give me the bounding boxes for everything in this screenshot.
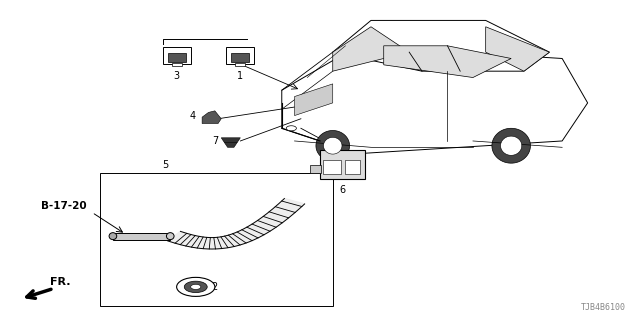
- Polygon shape: [221, 138, 241, 142]
- Bar: [100, 173, 333, 306]
- Bar: [323, 160, 341, 174]
- Ellipse shape: [109, 233, 116, 240]
- Bar: [168, 53, 186, 62]
- Bar: [232, 53, 249, 62]
- Circle shape: [184, 281, 207, 292]
- Polygon shape: [333, 27, 409, 71]
- Polygon shape: [294, 84, 333, 116]
- Bar: [227, 47, 254, 64]
- Text: B-17-20: B-17-20: [41, 201, 86, 211]
- Text: 4: 4: [189, 111, 196, 121]
- Bar: [113, 233, 170, 240]
- Bar: [320, 150, 365, 179]
- Bar: [236, 63, 246, 67]
- Text: 1: 1: [237, 71, 243, 81]
- Polygon shape: [323, 137, 342, 154]
- Text: 2: 2: [212, 282, 218, 292]
- Bar: [172, 63, 182, 67]
- Polygon shape: [486, 27, 549, 71]
- Polygon shape: [492, 128, 531, 163]
- Text: 7: 7: [212, 136, 218, 146]
- Text: FR.: FR.: [51, 277, 71, 287]
- Text: 3: 3: [173, 71, 180, 81]
- Polygon shape: [333, 20, 549, 71]
- Polygon shape: [384, 46, 511, 77]
- Text: 6: 6: [339, 185, 346, 196]
- Polygon shape: [500, 136, 522, 155]
- Polygon shape: [168, 198, 305, 249]
- Circle shape: [286, 126, 296, 131]
- Circle shape: [191, 284, 201, 289]
- Polygon shape: [282, 46, 588, 154]
- Bar: [163, 47, 191, 64]
- Polygon shape: [225, 142, 237, 147]
- Circle shape: [177, 277, 215, 296]
- Bar: [310, 165, 321, 173]
- Polygon shape: [316, 131, 349, 161]
- Bar: [344, 160, 360, 174]
- Ellipse shape: [166, 233, 174, 240]
- Text: 5: 5: [162, 159, 168, 170]
- Text: TJB4B6100: TJB4B6100: [581, 303, 626, 312]
- Polygon shape: [202, 111, 221, 124]
